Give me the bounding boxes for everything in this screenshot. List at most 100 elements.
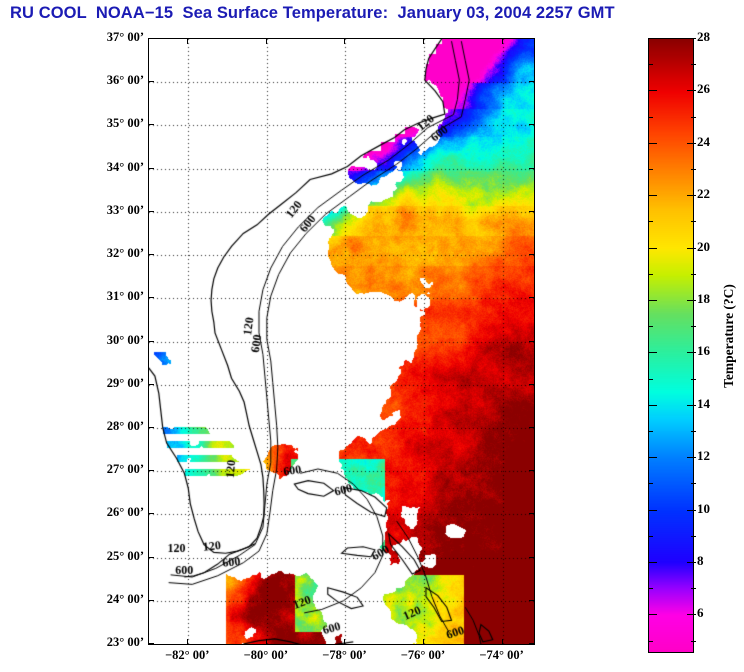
axis-tick — [149, 470, 154, 472]
colorbar-tick-label: 14 — [697, 395, 710, 411]
axis-tick — [529, 38, 534, 39]
axis-tick — [149, 383, 154, 385]
colorbar-axis-title-text: Temperature (?C) — [721, 284, 736, 388]
colorbar-tick-label: 20 — [697, 238, 710, 254]
colorbar-minor-tick — [648, 116, 653, 118]
axis-tick — [529, 254, 534, 256]
axis-tick — [149, 81, 154, 83]
colorbar-minor-tick — [691, 326, 696, 328]
axis-tick — [149, 38, 154, 39]
colorbar-minor-tick — [691, 483, 696, 485]
colorbar-minor-tick — [691, 116, 696, 118]
colorbar-minor-tick — [691, 273, 696, 275]
latitude-tick-label: 30° 00’ — [106, 332, 144, 347]
colorbar-tick-label: 6 — [697, 605, 704, 621]
latitude-tick-label: 24° 00’ — [106, 591, 144, 606]
colorbar-minor-tick — [691, 168, 696, 170]
colorbar-tick — [648, 352, 657, 354]
axis-tick — [187, 639, 189, 644]
colorbar-tick — [687, 38, 696, 39]
axis-tick — [149, 254, 154, 256]
colorbar-minor-tick — [648, 483, 653, 485]
colorbar-minor-tick — [691, 535, 696, 537]
colorbar-tick — [687, 404, 696, 406]
colorbar-minor-tick — [648, 326, 653, 328]
colorbar-minor-tick — [691, 640, 696, 642]
axis-tick — [149, 643, 154, 644]
colorbar-minor-tick — [648, 430, 653, 432]
axis-tick — [529, 643, 534, 644]
colorbar-tick — [687, 90, 696, 92]
latitude-tick-label: 36° 00’ — [106, 73, 144, 88]
colorbar-minor-tick — [648, 535, 653, 537]
colorbar-minor-tick — [691, 64, 696, 66]
axis-tick — [149, 167, 154, 169]
colorbar-tick — [648, 90, 657, 92]
colorbar-axis-title: Temperature (?C) — [714, 0, 744, 672]
colorbar-tick — [687, 352, 696, 354]
axis-tick — [149, 556, 154, 558]
latitude-tick-label: 23° 00’ — [106, 635, 144, 649]
colorbar-minor-tick — [691, 221, 696, 223]
colorbar-tick — [648, 614, 657, 616]
colorbar-tick — [648, 509, 657, 511]
axis-tick — [344, 39, 346, 44]
colorbar-tick-label: 16 — [697, 343, 710, 359]
axis-tick — [529, 556, 534, 558]
colorbar-minor-tick — [648, 221, 653, 223]
latitude-tick-label: 31° 00’ — [106, 289, 144, 304]
latitude-tick-label: 28° 00’ — [106, 418, 144, 433]
colorbar-tick — [687, 614, 696, 616]
axis-tick — [149, 340, 154, 342]
colorbar-tick-label: 10 — [697, 500, 710, 516]
colorbar-tick-marks — [648, 38, 696, 653]
colorbar-minor-tick — [691, 430, 696, 432]
axis-tick — [501, 639, 503, 644]
page-title: RU COOL NOAA−15 Sea Surface Temperature:… — [10, 4, 615, 22]
axis-tick — [529, 124, 534, 126]
latitude-axis-labels: 37° 00’ 36° 00’ 35° 00’ 34° 00’ 33° 00’ 32° 0… — [88, 0, 144, 672]
colorbar-minor-tick — [648, 168, 653, 170]
longitude-tick-label: −76° 00’ — [400, 648, 446, 662]
axis-tick — [529, 426, 534, 428]
latitude-tick-label: 25° 00’ — [106, 548, 144, 563]
sst-map-panel — [148, 38, 535, 645]
colorbar-tick-label: 8 — [697, 552, 704, 568]
colorbar-tick — [687, 142, 696, 144]
axis-tick — [529, 210, 534, 212]
latitude-tick-label: 29° 00’ — [106, 375, 144, 390]
colorbar-tick — [648, 38, 657, 39]
colorbar-tick — [648, 299, 657, 301]
latitude-tick-label: 35° 00’ — [106, 116, 144, 131]
axis-tick — [423, 39, 424, 44]
axis-tick — [529, 383, 534, 385]
longitude-tick-label: −78° 00’ — [322, 648, 367, 662]
colorbar-tick — [687, 561, 696, 563]
axis-tick — [529, 81, 534, 83]
axis-tick — [529, 599, 534, 601]
colorbar — [648, 38, 694, 653]
latitude-tick-label: 33° 00’ — [106, 202, 144, 217]
axis-tick — [423, 639, 424, 644]
axis-tick — [149, 297, 154, 299]
colorbar-tick-label: 26 — [697, 81, 710, 97]
colorbar-minor-tick — [691, 378, 696, 380]
latitude-tick-label: 27° 00’ — [106, 462, 144, 477]
colorbar-tick-label: 12 — [697, 448, 710, 464]
latitude-tick-label: 26° 00’ — [106, 505, 144, 520]
longitude-tick-label: −80° 00’ — [243, 648, 289, 662]
colorbar-tick — [648, 561, 657, 563]
axis-tick — [149, 599, 154, 601]
sst-heatmap-canvas — [149, 39, 534, 644]
axis-tick — [501, 39, 503, 44]
colorbar-tick-label: 18 — [697, 290, 710, 306]
axis-tick — [529, 340, 534, 342]
latitude-tick-label: 34° 00’ — [106, 159, 144, 174]
axis-tick — [149, 124, 154, 126]
colorbar-tick — [687, 247, 696, 249]
longitude-tick-label: −82° 00’ — [165, 648, 210, 662]
colorbar-tick-labels: 28 26 24 22 20 18 16 14 12 10 8 6 — [697, 0, 731, 672]
colorbar-tick — [648, 142, 657, 144]
axis-tick — [149, 426, 154, 428]
axis-tick — [265, 39, 267, 44]
